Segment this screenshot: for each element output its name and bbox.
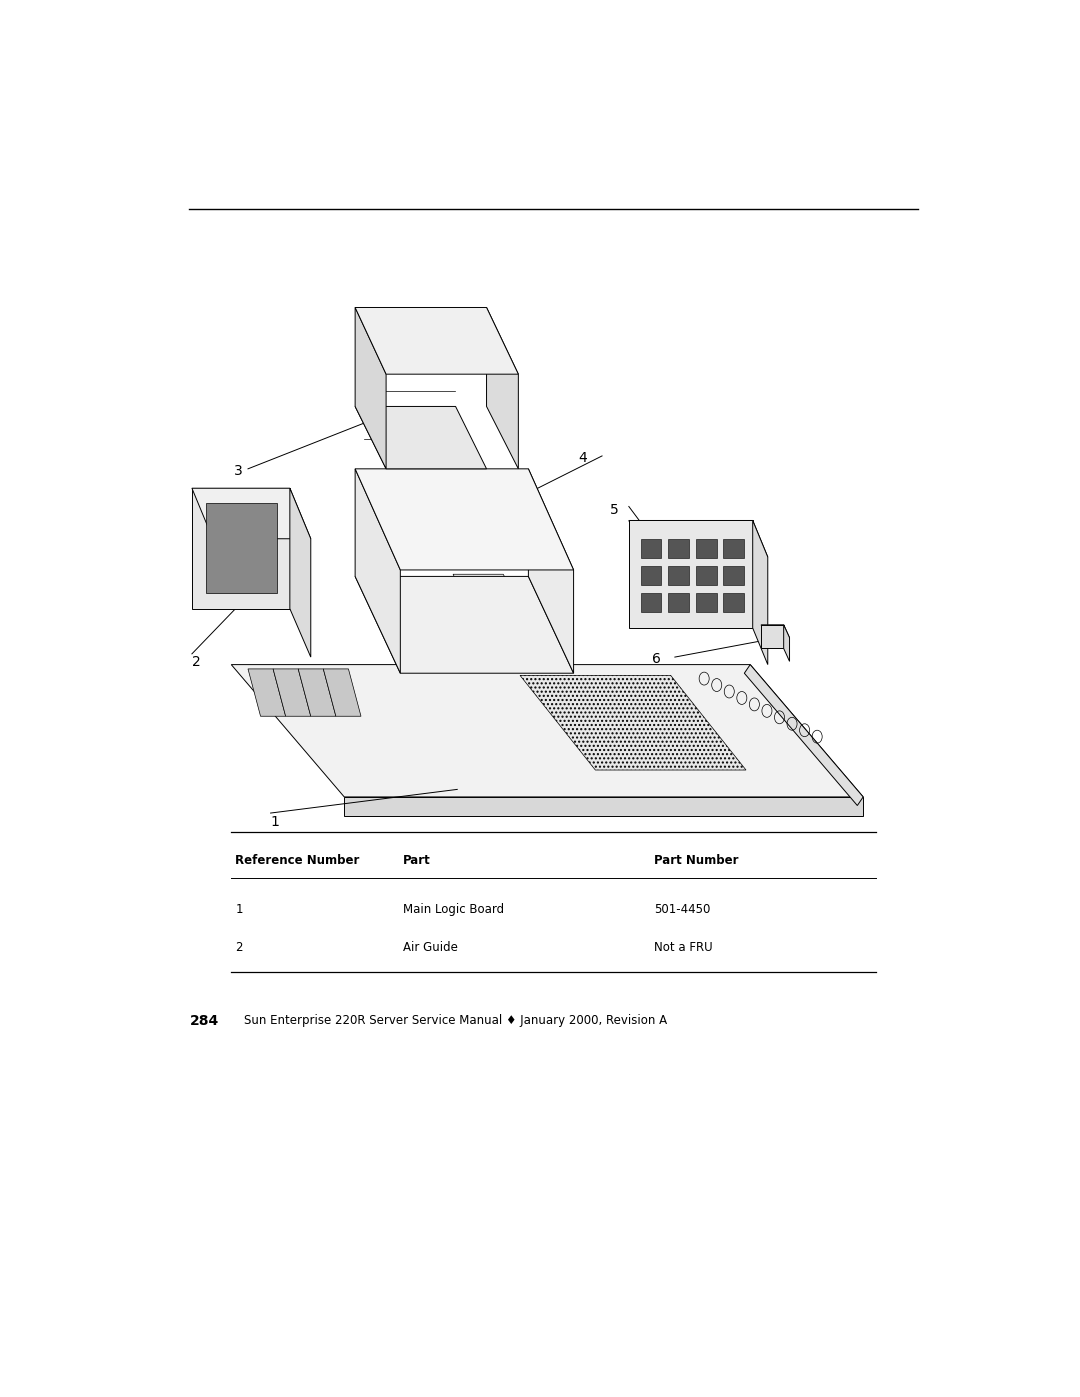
Text: 3: 3 [233, 464, 243, 478]
Bar [696, 566, 717, 585]
Polygon shape [784, 624, 789, 661]
Bar [724, 592, 744, 612]
Text: Not a FRU: Not a FRU [653, 942, 713, 954]
Text: 6: 6 [652, 652, 661, 666]
Text: 2: 2 [235, 942, 243, 954]
Polygon shape [528, 469, 573, 673]
Polygon shape [231, 665, 863, 796]
Polygon shape [629, 521, 768, 557]
Text: Sun Enterprise 220R Server Service Manual ♦ January 2000, Revision A: Sun Enterprise 220R Server Service Manua… [244, 1014, 667, 1027]
Bar [669, 539, 689, 559]
Polygon shape [753, 521, 768, 665]
Polygon shape [192, 488, 289, 609]
Polygon shape [355, 469, 401, 673]
Text: 1: 1 [271, 814, 280, 828]
Polygon shape [273, 669, 311, 717]
Bar [696, 539, 717, 559]
Text: Air Guide: Air Guide [403, 942, 458, 954]
Polygon shape [761, 624, 784, 648]
Polygon shape [345, 796, 863, 816]
Polygon shape [355, 469, 573, 570]
Polygon shape [248, 669, 285, 717]
Polygon shape [206, 503, 278, 592]
Polygon shape [486, 307, 518, 469]
Bar [696, 592, 717, 612]
Text: 4: 4 [579, 451, 588, 465]
Bar [640, 566, 661, 585]
Polygon shape [629, 521, 753, 629]
Bar [669, 566, 689, 585]
Polygon shape [323, 669, 361, 717]
Text: 1: 1 [235, 904, 243, 916]
Polygon shape [454, 574, 545, 659]
Bar [724, 566, 744, 585]
Polygon shape [355, 407, 486, 469]
Text: Part: Part [403, 854, 431, 868]
Text: 284: 284 [189, 1014, 218, 1028]
Polygon shape [298, 669, 336, 717]
Polygon shape [355, 307, 518, 374]
Polygon shape [355, 307, 387, 469]
Polygon shape [521, 675, 746, 770]
Text: Main Logic Board: Main Logic Board [403, 904, 504, 916]
Text: Reference Number: Reference Number [235, 854, 360, 868]
Text: 2: 2 [192, 655, 201, 669]
Text: 5: 5 [610, 503, 619, 517]
Polygon shape [761, 624, 789, 637]
Polygon shape [289, 488, 311, 657]
Polygon shape [744, 665, 863, 806]
Bar [669, 592, 689, 612]
Bar [640, 592, 661, 612]
Polygon shape [355, 577, 573, 673]
Text: 501-4450: 501-4450 [653, 904, 711, 916]
Bar [640, 539, 661, 559]
Text: Part Number: Part Number [653, 854, 739, 868]
Bar [724, 539, 744, 559]
Polygon shape [192, 488, 311, 539]
